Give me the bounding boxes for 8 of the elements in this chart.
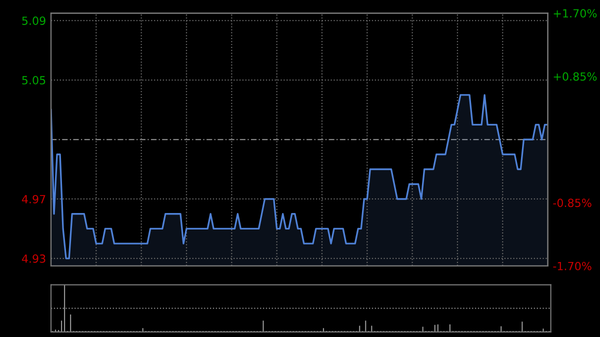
y-tick-label: 4.97 bbox=[22, 194, 46, 204]
y-tick-label: 5.09 bbox=[22, 16, 46, 25]
y2-tick-label: -1.70% bbox=[553, 262, 592, 270]
y-tick-label: 4.93 bbox=[22, 254, 46, 263]
y2-tick-label: -0.85% bbox=[553, 198, 592, 208]
y-tick-label: 5.05 bbox=[22, 76, 46, 84]
y2-tick-label: +0.85% bbox=[554, 72, 597, 81]
y2-tick-label: +1.70% bbox=[554, 9, 597, 18]
